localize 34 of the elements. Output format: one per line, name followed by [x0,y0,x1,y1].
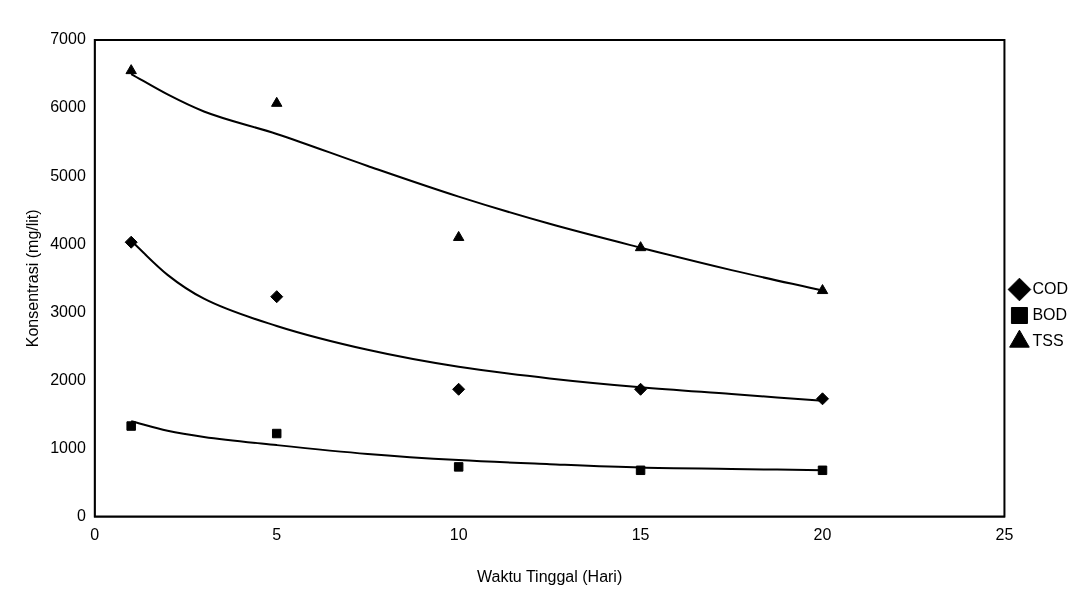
y-tick-label: 5000 [50,166,86,184]
point [452,382,466,396]
x-tick-label: 0 [90,525,100,543]
point [816,392,830,406]
point [271,428,282,439]
point [270,290,284,304]
y-tick-label: 4000 [50,234,86,252]
point [635,465,646,476]
y-tick-label: 6000 [50,98,86,116]
point [452,230,465,241]
point [453,462,464,472]
point [126,421,136,431]
y-tick-label: 1000 [50,438,86,456]
y-tick-label: 7000 [50,30,86,48]
x-tick-label: 15 [631,525,650,543]
legend-label: COD [1032,279,1069,297]
y-tick-label: 2000 [50,370,86,388]
y-axis-title: Konsentrasi (mg/lit) [24,209,42,348]
x-tick-label: 10 [449,525,468,543]
y-tick-label: 3000 [50,302,86,320]
x-tick-label: 5 [272,525,282,543]
point [271,96,283,107]
x-axis-title: Waktu Tinggal (Hari) [477,567,623,585]
x-tick-label: 25 [995,525,1014,543]
x-tick-label: 20 [813,525,832,543]
y-tick-label: 0 [76,507,86,525]
point [816,284,829,295]
legend-label: BOD [1032,305,1068,323]
point [124,235,138,249]
point [125,64,137,75]
point [634,382,648,396]
point [634,241,647,252]
point [817,465,828,476]
legend-label: TSS [1032,331,1064,349]
